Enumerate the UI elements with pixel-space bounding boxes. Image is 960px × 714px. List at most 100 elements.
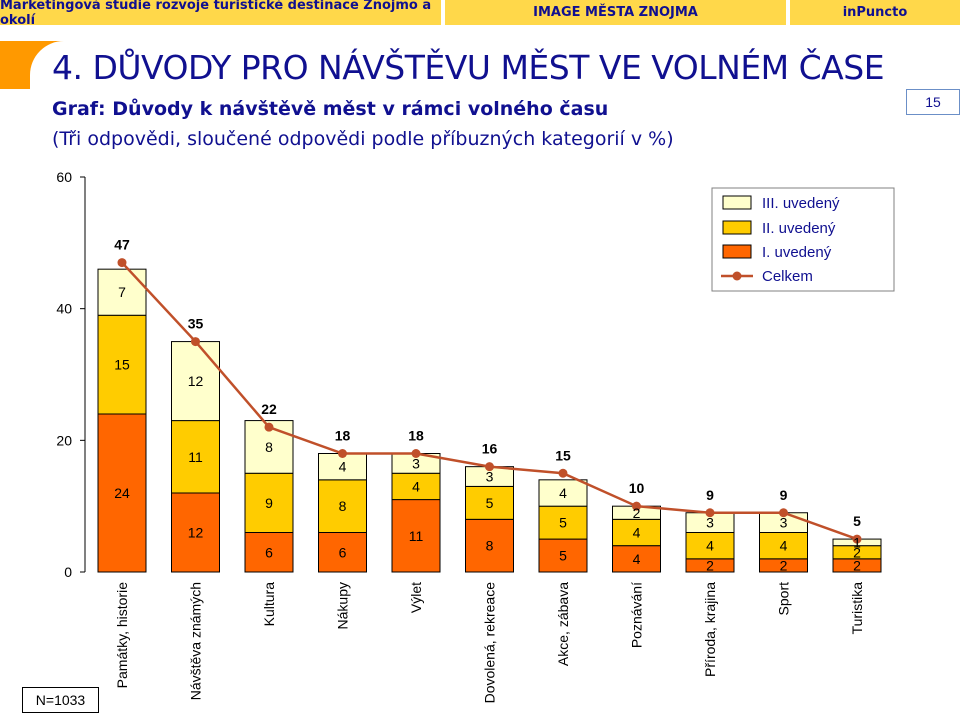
header-study-title: Marketingová studie rozvoje turistické d… [0, 0, 441, 28]
data-label: 2 [853, 544, 861, 560]
header-project-name: IMAGE MĚSTA ZNOJMA [445, 0, 786, 25]
chart-legend [711, 187, 895, 292]
total-label: 47 [114, 237, 130, 253]
data-label: 4 [633, 525, 641, 541]
bar-segment-first [318, 532, 367, 573]
data-label: 24 [114, 485, 130, 501]
total-label: 5 [853, 513, 861, 529]
legend-swatch [722, 195, 752, 210]
data-label: 2 [633, 505, 641, 521]
bar-segment-second [612, 518, 661, 547]
data-label: 12 [188, 525, 204, 541]
bar-segment-second [318, 479, 367, 534]
y-tick-label: 0 [64, 564, 72, 580]
y-ticks: 0 20 40 60 [56, 169, 85, 580]
data-label: 6 [265, 544, 273, 560]
data-label: 8 [339, 498, 347, 514]
total-label: 10 [629, 480, 645, 496]
data-label: 4 [780, 538, 788, 554]
bars-group [97, 268, 882, 573]
x-tick-label: Památky, historie [114, 582, 130, 689]
bar-segment-second [538, 505, 588, 540]
legend-label: II. uvedený [762, 220, 836, 237]
bar-segment-first [97, 413, 147, 573]
x-tick-label: Příroda, krajina [702, 582, 718, 677]
total-label: 16 [482, 441, 498, 457]
total-label: 18 [335, 428, 351, 444]
x-axis-labels: Památky, historie Návštěva známých Kultura… [114, 582, 865, 704]
data-label: 3 [780, 515, 788, 531]
bar-segment-second [244, 472, 294, 533]
total-label: 9 [706, 487, 714, 503]
title-panel [30, 41, 960, 171]
data-labels-group: 2415747121112356982268418114318853165541… [114, 237, 861, 574]
total-marker [264, 422, 274, 432]
legend-swatch [722, 244, 752, 259]
data-label: 2 [780, 557, 788, 573]
data-label: 4 [706, 538, 714, 554]
data-label: 11 [188, 449, 203, 465]
data-label: 5 [559, 515, 567, 531]
bar-segment-second [171, 420, 220, 494]
bar-segment-third [538, 479, 588, 507]
bar-segment-second [97, 314, 147, 415]
total-marker [117, 258, 127, 268]
bar-segment-second [391, 472, 441, 501]
total-marker [338, 449, 347, 458]
x-tick-label: Sport [776, 582, 792, 616]
data-label: 8 [486, 538, 494, 554]
page-heading: 4. DŮVODY PRO NÁVŠTĚVU MĚST VE VOLNÉM ČA… [52, 48, 885, 87]
legend-label: III. uvedený [762, 195, 840, 212]
total-marker [191, 337, 200, 347]
chart-subtitle: (Tři odpovědi, sloučené odpovědi podle p… [52, 128, 674, 150]
total-label: 9 [780, 487, 788, 503]
header-bar: Marketingová studie rozvoje turistické d… [0, 0, 960, 28]
x-tick-label: Akce, zábava [555, 582, 571, 666]
total-marker [852, 534, 862, 544]
x-tick-label: Nákupy [335, 582, 351, 629]
total-label: 35 [188, 316, 204, 332]
data-label: 12 [188, 373, 204, 389]
x-tick-label: Návštěva známých [188, 582, 204, 700]
x-tick-label: Poznávání [629, 582, 645, 648]
total-marker [705, 508, 715, 518]
legend-label: I. uvedený [762, 244, 832, 261]
data-label: 3 [486, 469, 494, 485]
y-tick-label: 20 [56, 432, 72, 448]
bar-segment-second [685, 532, 735, 560]
data-label: 2 [853, 557, 861, 573]
total-marker [411, 449, 421, 458]
legend-marker [732, 271, 742, 281]
total-marker [485, 462, 494, 472]
bar-segment-first [612, 545, 661, 573]
data-label: 4 [633, 551, 641, 567]
data-label: 1 [853, 534, 861, 550]
data-label: 5 [486, 495, 494, 511]
x-tick-label: Turistika [849, 582, 865, 635]
data-label: 4 [412, 478, 420, 494]
page-number: 15 [906, 89, 960, 115]
data-label: 4 [559, 485, 567, 501]
total-marker [558, 468, 568, 478]
data-label: 4 [339, 459, 347, 475]
y-tick-label: 40 [56, 301, 72, 317]
x-tick-label: Dovolená, rekreace [482, 582, 498, 704]
data-label: 3 [412, 455, 420, 471]
header-company: inPuncto [790, 0, 960, 25]
data-label: 3 [706, 515, 714, 531]
bar-segment-first [244, 532, 294, 573]
total-label: 15 [555, 447, 571, 463]
data-label: 8 [265, 439, 273, 455]
total-marker [632, 501, 641, 511]
total-marker [779, 508, 788, 518]
chart-title: Graf: Důvody k návštěvě měst v rámci vol… [52, 98, 609, 120]
bar-segment-third [171, 341, 220, 422]
legend-swatch [722, 220, 752, 235]
total-label: 22 [261, 401, 277, 417]
bar-segment-third [97, 268, 147, 316]
legend-label: Celkem [762, 268, 813, 285]
data-label: 9 [265, 495, 273, 511]
y-tick-label: 60 [56, 169, 72, 185]
data-label: 2 [706, 557, 714, 573]
